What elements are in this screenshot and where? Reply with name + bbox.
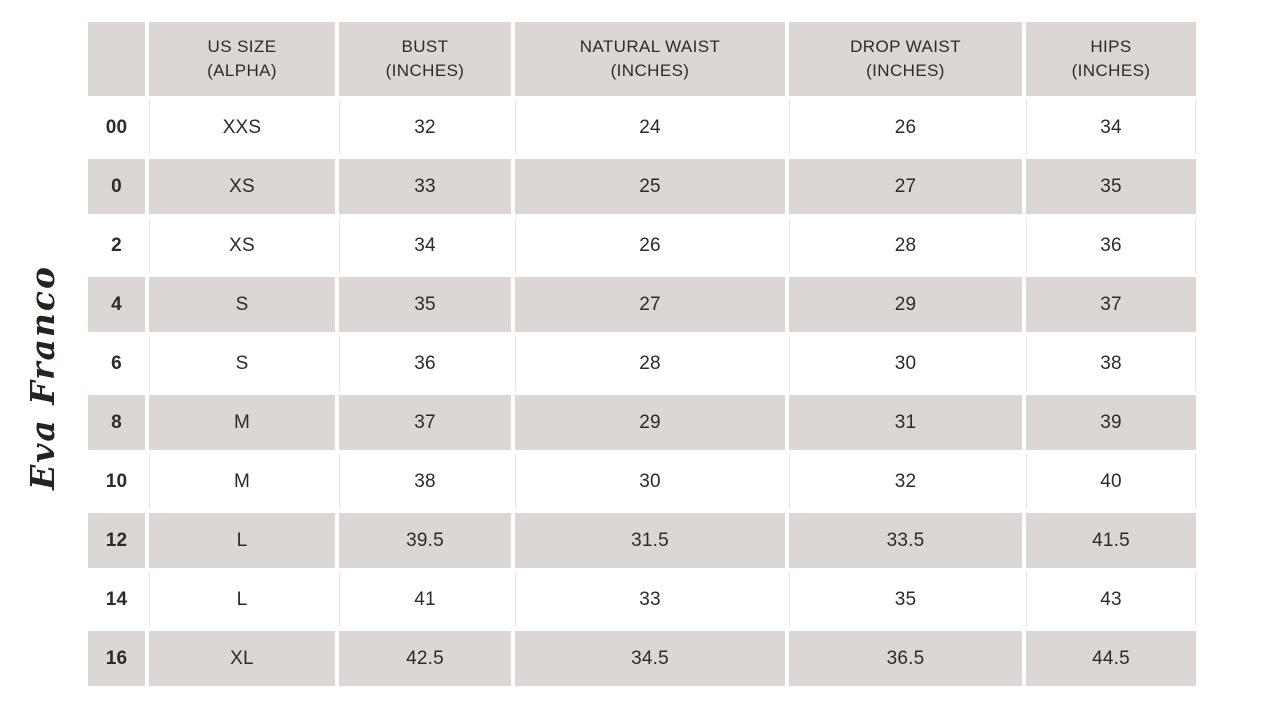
alpha-size-cell: XXS [149,100,335,155]
hips-cell: 41.5 [1026,513,1196,568]
table-row: 12 L 39.5 31.5 33.5 41.5 [88,513,1196,568]
brand-logo: Eva Franco [2,265,82,490]
drop-waist-cell: 36.5 [789,631,1022,686]
us-size-cell: 6 [88,336,145,391]
us-size-cell: 00 [88,100,145,155]
hips-cell: 35 [1026,159,1196,214]
col-header-bust: BUST (INCHES) [339,22,511,96]
natural-waist-cell: 29 [515,395,785,450]
bust-cell: 39.5 [339,513,511,568]
natural-waist-cell: 31.5 [515,513,785,568]
col-header-sublabel: (INCHES) [866,61,945,80]
table-row: 2 XS 34 26 28 36 [88,218,1196,273]
hips-cell: 38 [1026,336,1196,391]
alpha-size-cell: S [149,336,335,391]
col-header-blank [88,22,145,96]
hips-cell: 37 [1026,277,1196,332]
col-header-sublabel: (INCHES) [1071,61,1151,80]
drop-waist-cell: 28 [789,218,1022,273]
hips-cell: 43 [1026,572,1196,627]
col-header-label: BUST [401,37,449,57]
drop-waist-cell: 32 [789,454,1022,509]
bust-cell: 32 [339,100,511,155]
table-row: 8 M 37 29 31 39 [88,395,1196,450]
col-header-label: NATURAL WAIST [579,37,721,57]
drop-waist-cell: 26 [789,100,1022,155]
natural-waist-cell: 33 [515,572,785,627]
natural-waist-cell: 24 [515,100,785,155]
col-header-label: HIPS [1090,37,1132,57]
size-table-body: 00 XXS 32 24 26 34 0 XS 33 25 27 35 2 XS 34 26 28 36 4 S 35 2… [88,100,1196,686]
col-header-hips: HIPS (INCHES) [1026,22,1196,96]
us-size-cell: 16 [88,631,145,686]
hips-cell: 39 [1026,395,1196,450]
us-size-cell: 4 [88,277,145,332]
table-row: 0 XS 33 25 27 35 [88,159,1196,214]
us-size-cell: 8 [88,395,145,450]
natural-waist-cell: 27 [515,277,785,332]
alpha-size-cell: XS [149,159,335,214]
col-header-us-size-alpha: US SIZE (ALPHA) [149,22,335,96]
table-row: 16 XL 42.5 34.5 36.5 44.5 [88,631,1196,686]
us-size-cell: 2 [88,218,145,273]
bust-cell: 37 [339,395,511,450]
natural-waist-cell: 34.5 [515,631,785,686]
table-row: 4 S 35 27 29 37 [88,277,1196,332]
drop-waist-cell: 29 [789,277,1022,332]
col-header-sublabel: (INCHES) [385,61,465,80]
alpha-size-cell: XS [149,218,335,273]
drop-waist-cell: 35 [789,572,1022,627]
alpha-size-cell: M [149,395,335,450]
hips-cell: 44.5 [1026,631,1196,686]
bust-cell: 41 [339,572,511,627]
drop-waist-cell: 30 [789,336,1022,391]
col-header-label: DROP WAIST [850,37,961,57]
alpha-size-cell: S [149,277,335,332]
drop-waist-cell: 31 [789,395,1022,450]
alpha-size-cell: M [149,454,335,509]
col-header-sublabel: (INCHES) [610,61,690,80]
natural-waist-cell: 28 [515,336,785,391]
table-row: 6 S 36 28 30 38 [88,336,1196,391]
col-header-sublabel: (ALPHA) [207,61,277,80]
us-size-cell: 12 [88,513,145,568]
col-header-natural-waist: NATURAL WAIST (INCHES) [515,22,785,96]
header-row: US SIZE (ALPHA) BUST (INCHES) NATURAL WA… [88,22,1196,96]
bust-cell: 36 [339,336,511,391]
col-header-label: US SIZE [207,37,277,57]
bust-cell: 42.5 [339,631,511,686]
bust-cell: 38 [339,454,511,509]
bust-cell: 33 [339,159,511,214]
alpha-size-cell: L [149,572,335,627]
table-row: 00 XXS 32 24 26 34 [88,100,1196,155]
hips-cell: 36 [1026,218,1196,273]
bust-cell: 35 [339,277,511,332]
table-row: 14 L 41 33 35 43 [88,572,1196,627]
us-size-cell: 10 [88,454,145,509]
natural-waist-cell: 26 [515,218,785,273]
natural-waist-cell: 30 [515,454,785,509]
bust-cell: 34 [339,218,511,273]
size-chart-table: US SIZE (ALPHA) BUST (INCHES) NATURAL WA… [84,18,1200,690]
col-header-drop-waist: DROP WAIST (INCHES) [789,22,1022,96]
natural-waist-cell: 25 [515,159,785,214]
hips-cell: 34 [1026,100,1196,155]
us-size-cell: 0 [88,159,145,214]
drop-waist-cell: 33.5 [789,513,1022,568]
hips-cell: 40 [1026,454,1196,509]
alpha-size-cell: L [149,513,335,568]
table-row: 10 M 38 30 32 40 [88,454,1196,509]
alpha-size-cell: XL [149,631,335,686]
us-size-cell: 14 [88,572,145,627]
brand-logo-text: Eva Franco [22,264,62,490]
drop-waist-cell: 27 [789,159,1022,214]
